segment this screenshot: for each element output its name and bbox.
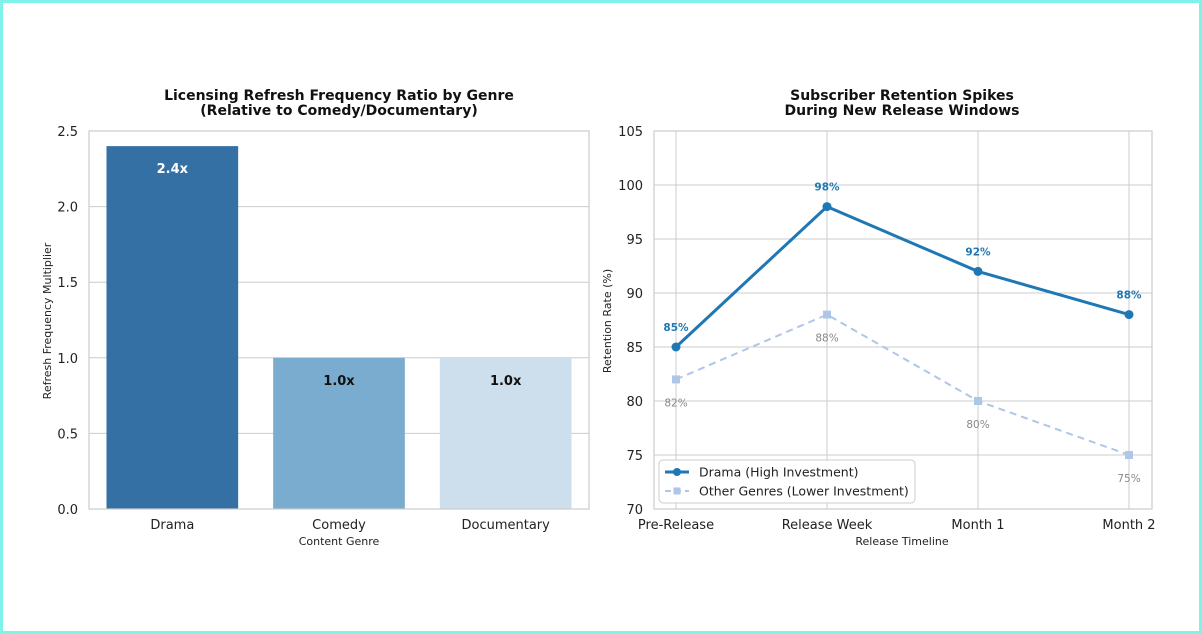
line-chart-plot-area: [653, 130, 1153, 510]
bar-chart-x-ticks: Drama Comedy Documentary: [150, 518, 550, 533]
legend-label: Drama (High Investment): [699, 465, 859, 480]
bar-chart-bars: [106, 146, 572, 509]
line-chart-series: 82% 88% 80% 75% 85% 98% 92% 88%: [663, 182, 1142, 485]
data-point-label: 88%: [1116, 290, 1142, 302]
legend-box: [658, 459, 916, 504]
bar-chart-y-tick-label: 0.5: [57, 427, 78, 442]
data-point-label: 88%: [815, 333, 838, 345]
bar-value-label: 2.4x: [157, 162, 189, 177]
legend-marker: [673, 468, 681, 476]
bar-documentary: [439, 357, 572, 509]
bar-chart-y-tick-label: 1.5: [57, 276, 78, 291]
line-chart-x-tick-label: Month 2: [1102, 518, 1155, 533]
bar-chart-x-tick-label: Comedy: [312, 518, 366, 533]
bar-chart-title: Licensing Refresh Frequency Ratio by Gen…: [164, 88, 514, 104]
data-point-marker: [974, 397, 982, 405]
line-chart-x-axis-label: Release Timeline: [855, 535, 948, 548]
line-chart-y-tick-label: 75: [626, 449, 643, 464]
line-chart-legend: Drama (High Investment) Other Genres (Low…: [658, 459, 916, 504]
data-point-marker: [1124, 310, 1134, 320]
bar-chart-x-axis-label: Content Genre: [299, 535, 380, 548]
data-point-marker: [671, 342, 681, 352]
bar-chart-x-tick-label: Documentary: [461, 518, 550, 533]
series-line: [674, 204, 1130, 349]
data-point-marker: [822, 202, 832, 212]
data-point-marker: [973, 266, 983, 276]
line-chart-y-tick-label: 70: [626, 503, 643, 518]
line-chart-x-tick-label: Month 1: [951, 518, 1004, 533]
bar-comedy: [273, 357, 405, 509]
bar-chart-y-axis-label: Refresh Frequency Multiplier: [41, 242, 54, 399]
line-chart-subtitle: During New Release Windows: [784, 103, 1019, 119]
data-point-label: 75%: [1117, 473, 1140, 485]
bar-chart-x-tick-label: Drama: [150, 518, 194, 533]
bar-value-label: 1.0x: [490, 374, 522, 389]
line-chart-gridlines: [654, 130, 1152, 510]
legend-entry: Other Genres (Lower Investment): [665, 484, 909, 499]
line-chart-y-tick-label: 90: [626, 287, 643, 302]
data-point-label: 82%: [664, 397, 687, 409]
line-chart-x-ticks: Pre-Release Release Week Month 1 Month 2: [638, 518, 1156, 533]
series-line: [675, 313, 1130, 456]
bar-chart-y-tick-label: 1.0: [57, 352, 78, 367]
line-chart: Subscriber Retention Spikes During New R…: [601, 88, 1156, 548]
line-chart-y-tick-label: 95: [626, 233, 643, 248]
line-chart-y-axis-label: Retention Rate (%): [601, 269, 614, 373]
line-chart-x-tick-label: Release Week: [782, 518, 873, 533]
bar-chart: Licensing Refresh Frequency Ratio by Gen…: [41, 88, 590, 548]
data-point-label: 92%: [965, 246, 991, 258]
bar-drama: [106, 146, 239, 509]
legend-label: Other Genres (Lower Investment): [699, 484, 909, 499]
series-other-genres: 82% 88% 80% 75%: [664, 310, 1141, 485]
bar-chart-y-tick-label: 2.5: [57, 125, 78, 140]
bar-chart-y-ticks: 0.0 0.5 1.0 1.5 2.0 2.5: [57, 125, 78, 518]
data-point-marker: [823, 310, 831, 319]
data-point-label: 85%: [663, 322, 689, 334]
legend-marker: [673, 487, 681, 495]
line-chart-y-ticks: 70 75 80 85 90 95 100 105: [618, 125, 643, 518]
line-chart-y-tick-label: 80: [626, 395, 643, 410]
line-chart-title: Subscriber Retention Spikes: [790, 88, 1014, 104]
bar-chart-y-tick-label: 0.0: [57, 503, 78, 518]
data-point-label: 80%: [966, 419, 989, 431]
bar-chart-value-labels: 2.4x 1.0x 1.0x: [157, 162, 522, 389]
line-chart-y-tick-label: 105: [618, 125, 643, 140]
line-chart-y-tick-label: 100: [618, 179, 643, 194]
data-point-marker: [672, 375, 680, 384]
bar-chart-plot-area: [88, 130, 590, 510]
bar-chart-y-tick-label: 2.0: [57, 201, 78, 216]
bar-chart-subtitle: (Relative to Comedy/Documentary): [200, 103, 477, 119]
line-chart-x-tick-label: Pre-Release: [638, 518, 714, 533]
data-point-marker: [1125, 451, 1133, 459]
line-chart-y-tick-label: 85: [626, 341, 643, 356]
series-drama: 85% 98% 92% 88%: [663, 182, 1142, 352]
bar-value-label: 1.0x: [323, 374, 355, 389]
data-point-label: 98%: [814, 182, 840, 194]
legend-entry: Drama (High Investment): [665, 465, 859, 480]
